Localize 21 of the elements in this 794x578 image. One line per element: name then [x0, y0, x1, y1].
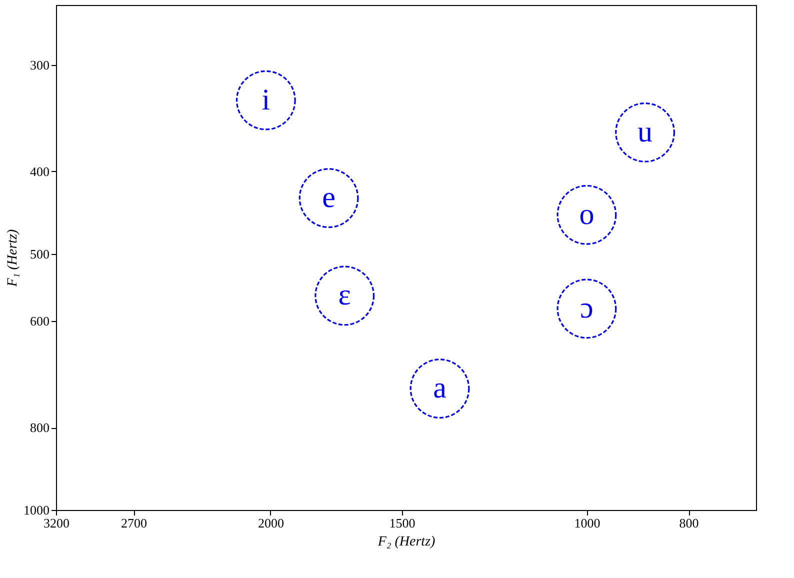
data-label: a: [433, 372, 446, 405]
data-label: ɔ: [580, 292, 594, 325]
y-tick-label: 500: [30, 246, 50, 262]
y-tick-label: 300: [30, 58, 50, 73]
x-tick-label: 1000: [574, 516, 600, 530]
data-label: ɛ: [338, 278, 351, 312]
data-label: u: [638, 115, 653, 148]
data-label: e: [322, 181, 336, 214]
y-axis-title: F₁ (Hertz): [6, 228, 20, 288]
y-tick-label: 400: [30, 164, 50, 179]
y-tick-label: 1000: [24, 502, 50, 518]
data-label: i: [262, 83, 270, 116]
x-tick-label: 800: [679, 516, 699, 530]
x-tick-label: 2700: [121, 516, 148, 530]
x-tick-label: 3200: [44, 516, 70, 530]
x-axis-title: F₂ (Hertz): [376, 534, 436, 550]
y-tick-label: 600: [30, 314, 50, 329]
x-tick-label: 2000: [258, 516, 284, 530]
x-tick-label: 1500: [389, 516, 416, 530]
data-label: o: [579, 198, 594, 231]
y-tick-label: 800: [30, 420, 50, 436]
